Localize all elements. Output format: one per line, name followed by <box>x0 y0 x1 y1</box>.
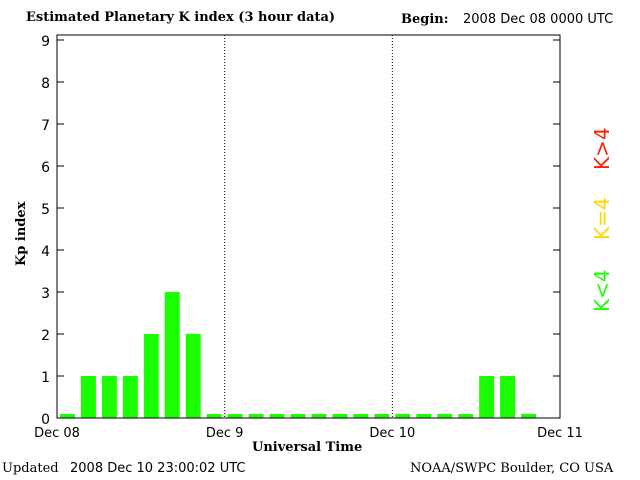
source-credit: NOAA/SWPC Boulder, CO USA <box>410 461 614 476</box>
kp-bar <box>122 376 138 418</box>
kp-bar <box>500 376 516 418</box>
y-tick-label: 5 <box>41 202 50 218</box>
updated-label: Updated <box>2 461 59 476</box>
kp-bar <box>227 414 243 418</box>
kp-bar <box>374 414 390 418</box>
x-tick-label: Dec 10 <box>369 426 415 441</box>
kp-bar <box>311 414 327 418</box>
y-tick-label: 7 <box>41 118 50 134</box>
y-tick-label: 2 <box>41 328 50 344</box>
kp-bar <box>290 414 306 418</box>
kp-bar <box>437 414 453 418</box>
plot-frame <box>56 34 561 419</box>
chart-title: Estimated Planetary K index (3 hour data… <box>26 10 336 25</box>
legend-k-below-4: K<4 <box>590 269 614 312</box>
legend-k-above-4: K>4 <box>590 127 614 170</box>
kp-bar <box>479 376 495 418</box>
kp-bar <box>60 414 75 418</box>
y-tick-label: 4 <box>41 244 50 260</box>
y-tick-label: 3 <box>41 286 50 302</box>
kp-bar <box>458 414 474 418</box>
kp-bar <box>416 414 432 418</box>
kp-bar <box>269 414 285 418</box>
kp-bar <box>143 334 159 418</box>
kp-bar <box>185 334 201 418</box>
kp-bar <box>395 414 411 418</box>
updated-value: 2008 Dec 10 23:00:02 UTC <box>70 461 246 476</box>
begin-value: 2008 Dec 08 0000 UTC <box>463 12 614 27</box>
y-tick-label: 8 <box>41 76 50 92</box>
y-tick-label: 0 <box>41 412 50 428</box>
kp-bar <box>206 414 222 418</box>
x-tick-label: Dec 9 <box>206 426 244 441</box>
kp-bar <box>80 376 96 418</box>
y-axis-label: Kp index <box>14 201 29 266</box>
kp-bar <box>248 414 264 418</box>
begin-label: Begin: <box>401 12 449 27</box>
y-tick-label: 9 <box>41 34 50 50</box>
kp-bar <box>353 414 369 418</box>
y-tick-label: 6 <box>41 160 50 176</box>
kp-bar <box>521 414 537 418</box>
x-tick-label: Dec 11 <box>537 426 583 441</box>
legend-k-equals-4: K=4 <box>590 197 614 240</box>
kp-bar <box>101 376 117 418</box>
kp-bar <box>332 414 348 418</box>
x-axis-label: Universal Time <box>252 440 363 455</box>
y-tick-label: 1 <box>41 370 50 386</box>
kp-bar <box>164 292 180 418</box>
x-tick-label: Dec 08 <box>34 426 80 441</box>
